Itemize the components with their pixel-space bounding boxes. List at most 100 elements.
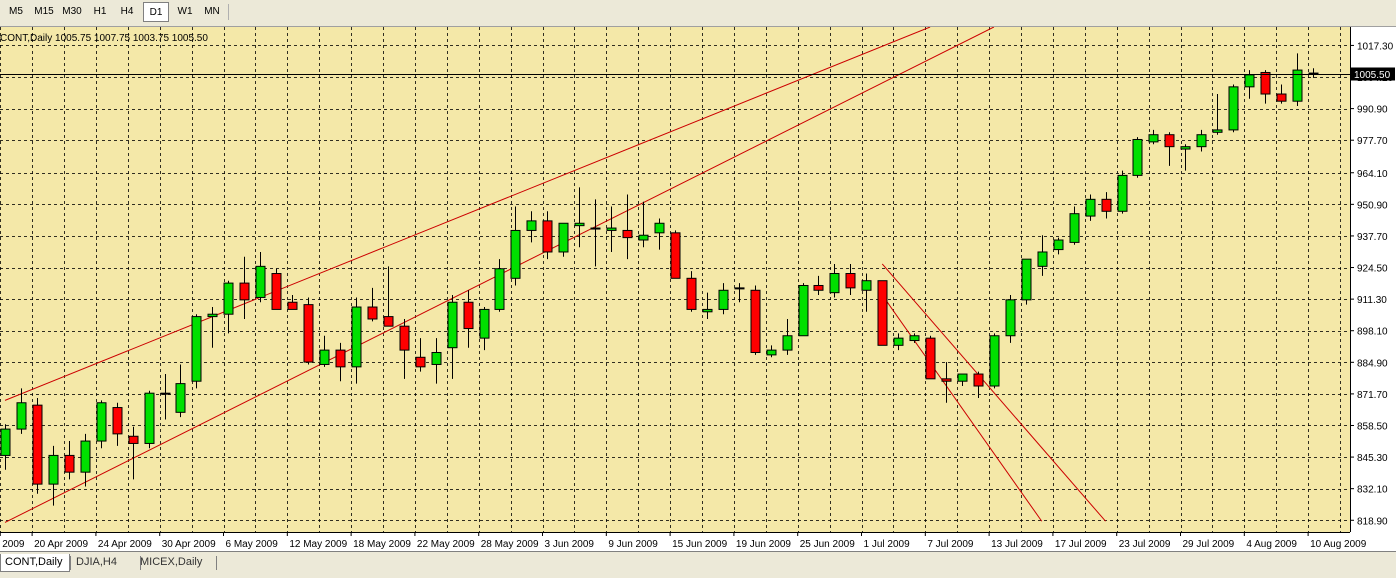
y-tick-label: 937.70: [1357, 232, 1388, 243]
candle-body: [494, 268, 505, 310]
candle-body: [415, 356, 426, 368]
timeframe-w1-button[interactable]: W1: [177, 6, 193, 17]
candle: [367, 287, 378, 322]
candle-body: [1180, 146, 1191, 150]
candle-body: [670, 232, 681, 279]
candle-body: [909, 335, 920, 342]
candle-body: [1132, 138, 1143, 176]
candles: [0, 53, 1319, 506]
candle-body: [718, 289, 729, 310]
candle: [128, 426, 139, 480]
x-tick-label: 23 Jul 2009: [1119, 539, 1171, 550]
y-tick-label: 911.30: [1357, 295, 1387, 306]
candle: [16, 388, 27, 434]
candle: [447, 295, 458, 379]
chart-tab-micex-daily[interactable]: MICEX,Daily: [140, 556, 203, 568]
x-tick-label: 29 Jul 2009: [1183, 539, 1235, 550]
x-tick-label: 2009: [2, 539, 25, 550]
y-axis: 1017.301004.20990.90977.70964.10950.9093…: [1350, 27, 1394, 532]
candle-body: [1021, 258, 1032, 301]
chart-tab-djia-h4[interactable]: DJIA,H4: [76, 556, 117, 568]
candle-body: [574, 222, 585, 227]
candle: [734, 283, 745, 303]
candle: [1132, 137, 1143, 178]
x-tick-label: 9 Jun 2009: [608, 539, 658, 550]
candle-body: [1037, 251, 1048, 267]
chart-canvas: 1017.301004.20990.90977.70964.10950.9093…: [0, 27, 1395, 550]
candle-body: [957, 373, 968, 382]
timeframe-h1-button[interactable]: H1: [93, 6, 107, 17]
candle-body: [686, 277, 697, 310]
candle-body: [989, 335, 1000, 387]
candle: [1005, 295, 1016, 343]
candle: [782, 318, 793, 355]
candle-body: [734, 287, 745, 290]
candle-body: [287, 301, 298, 310]
timeframe-m15-button[interactable]: M15: [34, 6, 54, 17]
current-price-marker: 1005.50: [0, 67, 1395, 81]
candle-body: [255, 265, 266, 298]
y-tick-label: 845.30: [1357, 453, 1388, 464]
candle-body: [1117, 174, 1128, 212]
candle: [989, 333, 1000, 389]
timeframe-m5-button[interactable]: M5: [9, 6, 23, 17]
candle: [542, 211, 553, 260]
candle: [686, 271, 697, 312]
x-tick-label: 1 Jul 2009: [864, 539, 911, 550]
candle-body: [160, 392, 171, 395]
candle: [303, 297, 314, 365]
plot-background: [0, 27, 1350, 532]
candle: [1164, 132, 1175, 166]
candle: [271, 268, 282, 310]
timeframe-mn-button[interactable]: MN: [204, 6, 220, 17]
candle: [941, 362, 952, 403]
candle: [32, 397, 43, 494]
candle-body: [526, 220, 537, 231]
candle: [96, 400, 107, 449]
candle: [479, 307, 490, 351]
timeframe-m30-button[interactable]: M30: [62, 6, 82, 17]
y-tick-label: 1017.30: [1357, 41, 1394, 52]
timeframe-d1-button[interactable]: D1: [143, 2, 169, 22]
candle-body: [925, 337, 936, 380]
y-tick-label: 964.10: [1357, 169, 1388, 180]
x-tick-label: 25 Jun 2009: [800, 539, 855, 550]
timeframe-toolbar: M5 M15 M30 H1 H4 D1 W1 MN: [0, 0, 1396, 27]
x-tick-label: 7 Jul 2009: [927, 539, 974, 550]
chart-tab-cont-daily[interactable]: CONT,Daily: [0, 554, 70, 572]
x-tick-label: 17 Jul 2009: [1055, 539, 1107, 550]
candle: [431, 338, 442, 384]
candle-body: [271, 273, 282, 310]
timeframe-h4-button[interactable]: H4: [120, 6, 134, 17]
candle-body: [1276, 93, 1287, 102]
candle: [80, 433, 91, 487]
candle-body: [112, 407, 123, 435]
y-tick-label: 832.10: [1357, 485, 1388, 496]
chart-area[interactable]: 1017.301004.20990.90977.70964.10950.9093…: [0, 27, 1396, 551]
candle-body: [1212, 129, 1223, 133]
trendline: [881, 263, 1106, 522]
y-tick-label: 858.50: [1357, 421, 1388, 432]
y-tick-label: 924.50: [1357, 264, 1388, 275]
candle-body: [973, 373, 984, 387]
candle: [160, 374, 171, 420]
candle-body: [893, 337, 904, 346]
candle: [1085, 194, 1096, 221]
candle: [798, 283, 809, 337]
candle: [287, 295, 298, 310]
candle: [973, 371, 984, 398]
candle: [144, 390, 155, 449]
candle: [1212, 94, 1223, 135]
candle-body: [1005, 299, 1016, 337]
candle-body: [207, 313, 218, 318]
candle: [909, 333, 920, 343]
x-tick-label: 10 Aug 2009: [1310, 539, 1367, 550]
candle-body: [813, 284, 824, 291]
candle: [654, 218, 665, 250]
candle: [1117, 170, 1128, 214]
candle: [1180, 144, 1191, 171]
candle: [526, 211, 537, 243]
x-tick-label: 3 Jun 2009: [545, 539, 595, 550]
candle: [510, 206, 521, 286]
candle: [957, 373, 968, 387]
